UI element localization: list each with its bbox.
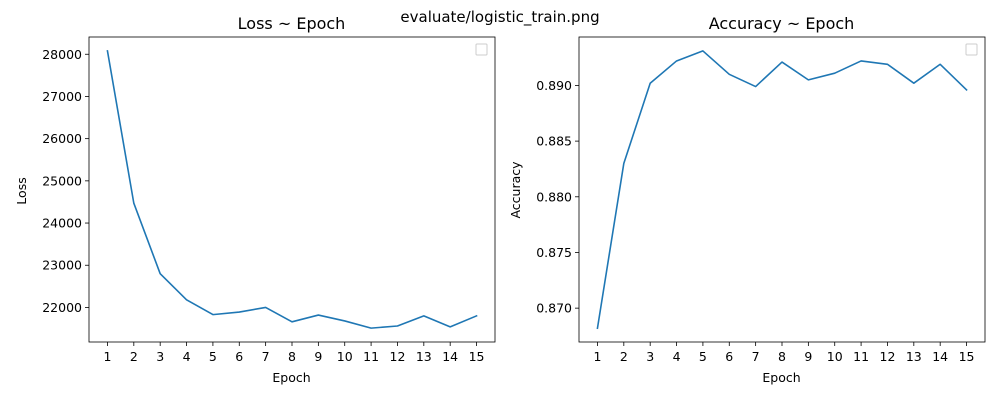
loss-chart-x-tick-label: 12	[390, 349, 406, 364]
loss-chart-legend	[475, 43, 488, 56]
accuracy-chart-series	[596, 50, 968, 330]
accuracy-chart-y-tick-label: 0.890	[536, 78, 572, 93]
accuracy-chart-title: Accuracy ~ Epoch	[709, 14, 855, 33]
loss-chart-x-tick-label: 8	[288, 349, 296, 364]
accuracy-chart-y-tick-label: 0.880	[536, 189, 572, 204]
accuracy-chart-x-tick-label: 10	[827, 349, 843, 364]
accuracy-chart-x-tick-label: 3	[646, 349, 654, 364]
accuracy-chart-x-tick-label: 1	[593, 349, 601, 364]
accuracy-chart-legend	[965, 43, 978, 56]
figure-suptitle: evaluate/logistic_train.png	[400, 8, 599, 27]
loss-chart-y-tick-label: 27000	[42, 89, 82, 104]
loss-chart-x-tick-label: 1	[103, 349, 111, 364]
accuracy-chart-x-tick-label: 15	[959, 349, 975, 364]
accuracy-chart-x-tick-label: 8	[778, 349, 786, 364]
loss-chart-x-tick-label: 11	[363, 349, 379, 364]
loss-chart-x-tick-label: 3	[156, 349, 164, 364]
loss-chart-x-tick-label: 13	[416, 349, 432, 364]
accuracy-chart-x-tick-label: 5	[699, 349, 707, 364]
loss-chart-y-tick-label: 24000	[42, 216, 82, 231]
accuracy-chart-y-tick-label: 0.870	[536, 301, 572, 316]
accuracy-chart-x-tick-label: 9	[804, 349, 812, 364]
loss-chart-y-tick-label: 26000	[42, 131, 82, 146]
loss-chart-x-tick-label: 2	[130, 349, 138, 364]
accuracy-chart-axes-frame	[578, 36, 986, 343]
loss-chart-x-tick-label: 5	[209, 349, 217, 364]
accuracy-chart-x-tick-label: 2	[620, 349, 628, 364]
loss-chart-y-tick-label: 25000	[42, 173, 82, 188]
accuracy-chart-x-tick-label: 7	[752, 349, 760, 364]
loss-chart-x-ticks: 1 2 3 4 5 6 7 8 9 10 11 12 13 14 15	[103, 342, 484, 364]
loss-chart-ylabel: Loss	[14, 177, 29, 204]
accuracy-chart-ylabel: Accuracy	[508, 161, 523, 219]
loss-chart-y-tick-label: 23000	[42, 258, 82, 273]
accuracy-chart-y-ticks: 0.870 0.875 0.880 0.885 0.890	[536, 78, 579, 316]
loss-chart-x-tick-label: 10	[337, 349, 353, 364]
loss-chart-x-tick-label: 7	[262, 349, 270, 364]
loss-chart-x-tick-label: 6	[235, 349, 243, 364]
loss-chart-y-tick-label: 22000	[42, 300, 82, 315]
accuracy-chart-y-tick-label: 0.875	[536, 245, 572, 260]
loss-chart-x-tick-label: 4	[183, 349, 191, 364]
loss-chart-series	[106, 49, 478, 329]
accuracy-chart-x-tick-label: 6	[725, 349, 733, 364]
loss-chart-y-tick-label: 28000	[42, 47, 82, 62]
loss-chart-title: Loss ~ Epoch	[238, 14, 346, 33]
loss-chart-y-ticks: 22000 23000 24000 25000 26000 27000 28000	[42, 47, 89, 315]
accuracy-chart-x-tick-label: 14	[932, 349, 948, 364]
accuracy-chart-x-tick-label: 13	[906, 349, 922, 364]
accuracy-chart-x-tick-label: 12	[880, 349, 896, 364]
accuracy-chart-x-tick-label: 11	[853, 349, 869, 364]
loss-chart-axes-frame	[88, 36, 496, 343]
loss-chart-x-tick-label: 15	[469, 349, 485, 364]
accuracy-chart-x-tick-label: 4	[673, 349, 681, 364]
loss-chart-x-tick-label: 9	[314, 349, 322, 364]
loss-chart: Loss ~ Epoch Epoch Loss 1 2 3 4 5 6 7 8 9 10 11 12 1…	[14, 14, 496, 385]
accuracy-chart-y-tick-label: 0.885	[536, 134, 572, 149]
loss-chart-x-tick-label: 14	[442, 349, 458, 364]
accuracy-chart-xlabel: Epoch	[762, 370, 800, 385]
loss-chart-xlabel: Epoch	[272, 370, 310, 385]
accuracy-chart-x-ticks: 1 2 3 4 5 6 7 8 9 10 11 12 13 14 15	[593, 342, 974, 364]
